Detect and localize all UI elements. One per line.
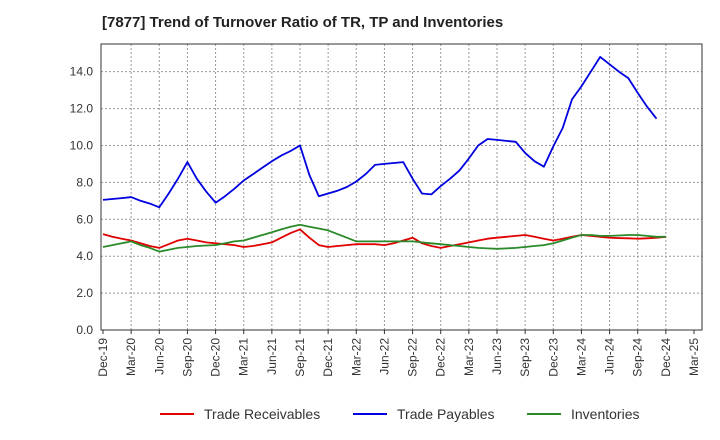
chart-title: [7877] Trend of Turnover Ratio of TR, TP… <box>102 14 504 31</box>
x-tick-label: Jun-23 <box>490 338 504 375</box>
x-tick-label: Mar-20 <box>124 338 138 376</box>
x-tick-label: Mar-24 <box>574 338 588 376</box>
x-tick-label: Sep-23 <box>518 338 532 377</box>
x-tick-label: Dec-22 <box>434 338 448 377</box>
x-tick-label: Dec-19 <box>96 338 110 377</box>
legend-label: Trade Receivables <box>204 406 320 422</box>
x-tick-label: Jun-22 <box>377 338 391 375</box>
x-tick-label: Mar-23 <box>462 338 476 376</box>
x-tick-label: Mar-22 <box>349 338 363 376</box>
x-tick-label: Dec-20 <box>209 338 223 377</box>
y-tick-label: 2.0 <box>76 286 93 300</box>
x-tick-label: Mar-21 <box>237 338 251 376</box>
y-tick-label: 6.0 <box>76 212 93 226</box>
x-tick-label: Dec-24 <box>659 338 673 377</box>
legend-label: Trade Payables <box>397 406 495 422</box>
x-tick-label: Mar-25 <box>687 338 701 376</box>
y-tick-label: 4.0 <box>76 249 93 263</box>
x-tick-label: Dec-23 <box>546 338 560 377</box>
y-tick-label: 14.0 <box>70 65 94 79</box>
plot-frame <box>100 43 703 331</box>
y-tick-label: 8.0 <box>76 175 93 189</box>
x-tick-label: Jun-21 <box>265 338 279 375</box>
legend-label: Inventories <box>571 406 639 422</box>
x-tick-label: Jun-20 <box>152 338 166 375</box>
x-tick-label: Jun-24 <box>603 338 617 375</box>
x-tick-label: Sep-22 <box>406 338 420 377</box>
x-tick-label: Sep-20 <box>180 338 194 377</box>
series-line-trade-payables <box>102 56 658 209</box>
y-tick-label: 0.0 <box>76 323 93 337</box>
x-tick-label: Sep-24 <box>631 338 645 377</box>
y-tick-label: 10.0 <box>70 138 94 152</box>
y-tick-label: 12.0 <box>70 102 94 116</box>
x-tick-label: Dec-21 <box>321 338 335 377</box>
series-line-inventories <box>102 223 666 253</box>
x-tick-label: Sep-21 <box>293 338 307 377</box>
